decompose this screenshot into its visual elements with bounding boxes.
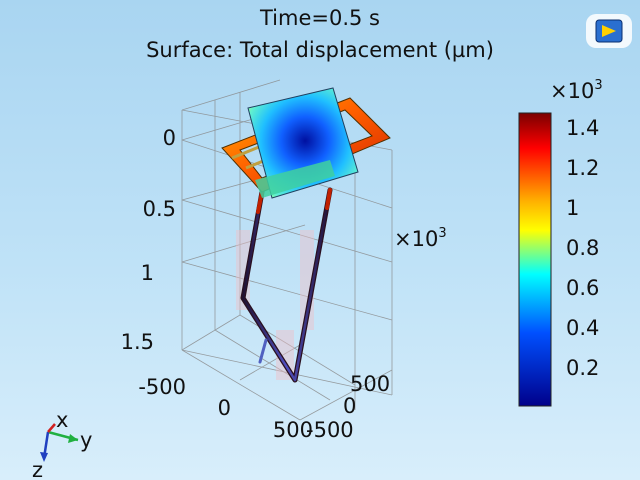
x-tick: 500 [273,418,313,442]
colorbar-tick: 0.4 [566,316,599,340]
axis-multiplier: ×103 [394,226,447,251]
colorbar-tick: 1.2 [566,156,599,180]
colorbar-tick: 1 [566,196,579,220]
colorbar: ×103 1.4 1.2 1 0.8 0.6 0.4 0.2 [518,78,603,407]
colorbar-tick: 0.6 [566,276,599,300]
triad-x-label: x [56,408,68,432]
colorbar-gradient [518,112,552,407]
colorbar-tick: 0.2 [566,356,599,380]
x-tick: -500 [138,375,186,399]
y-axis-ticks: 500 0 -500 [306,372,390,442]
mems-legs [240,187,333,383]
y-tick: 500 [350,372,390,396]
z-axis-ticks: 0 0.5 1 1.5 [121,126,176,354]
z-tick: 1 [141,261,154,285]
grid-lines [181,79,393,421]
y-tick: -500 [306,418,354,442]
x-tick: 0 [218,396,231,420]
plot-title-expression: Surface: Total displacement (µm) [146,38,494,62]
svg-text:×103: ×103 [550,78,603,103]
triad-z-label: z [32,458,43,480]
comsol-logo-icon [586,14,632,48]
triad-y-label: y [80,428,92,452]
deformed-outline [236,230,314,380]
z-tick: 0 [163,126,176,150]
axis-triad: x y z [32,408,92,480]
z-tick: 1.5 [121,330,154,354]
svg-text:×103: ×103 [394,226,447,251]
y-tick: 0 [343,394,356,418]
colorbar-tick: 1.4 [566,116,599,140]
colorbar-tick: 0.8 [566,236,599,260]
mems-plate [247,87,359,199]
z-tick: 0.5 [143,197,176,221]
x-axis-ticks: -500 0 500 [138,375,313,442]
plot-title-time: Time=0.5 s [259,6,380,30]
triad-x-axis [47,423,56,433]
